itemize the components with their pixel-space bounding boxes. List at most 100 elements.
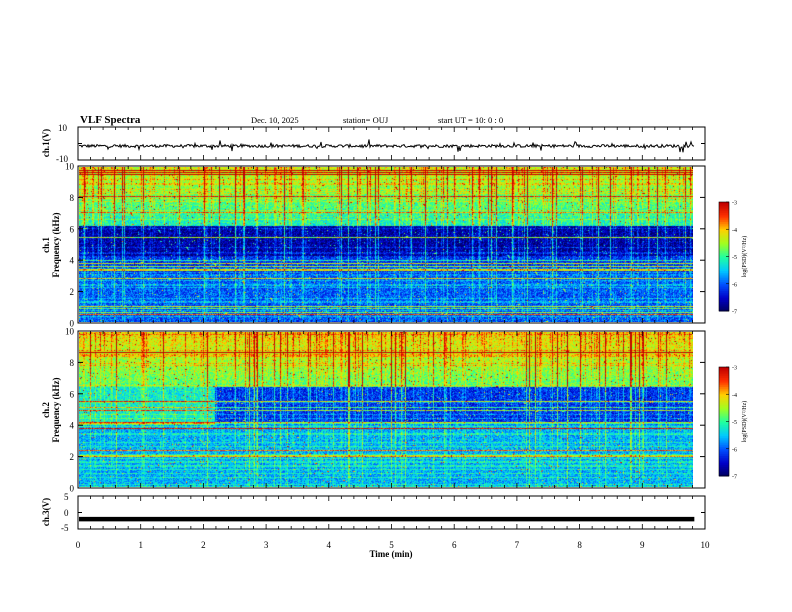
ch1-ylabel: ch.1(V) [41,129,51,157]
ch2-spectro-ylabel-channel: ch.2 [41,402,51,418]
colorbar-swatch [719,368,729,372]
freq-tick-label: 2 [70,287,75,297]
colorbar-swatch [719,283,729,287]
colorbar-swatch [719,261,729,265]
x-tick-label: 8 [577,540,582,550]
colorbar-swatch [719,205,729,208]
ch1-ytick-top: 10 [58,123,68,133]
colorbar-swatch [719,258,729,261]
colorbar-swatch [719,383,729,386]
colorbar-swatch [719,388,729,392]
colorbar-swatch [719,367,729,370]
ch1-spectrogram-image [79,167,693,322]
ch2-spectrogram-image [79,332,693,487]
colorbar-swatch [719,445,729,448]
colorbar-swatch [719,227,729,230]
ch3-ytick-middle: 0 [64,508,69,518]
colorbar-tick-label: -5 [732,420,737,426]
time-axis-ticks: 0 1 2 3 4 5 6 7 8 9 10 [76,127,710,550]
colorbar-swatch [719,456,729,459]
colorbar-swatch [719,448,729,452]
colorbar-tick-label: -4 [732,228,737,234]
ch2-colorbar: -3 -4 -5 -6 -7 log(PSD)(V²/Hz) [718,366,748,481]
colorbar-tick-label: -3 [732,366,737,372]
colorbar-swatch [719,450,729,453]
x-tick-label: 10 [701,540,711,550]
colorbar-swatch [719,474,729,477]
x-tick-label: 3 [264,540,269,550]
freq-tick-label: 4 [70,421,75,431]
colorbar-tick-label: -3 [732,201,737,207]
colorbar-swatch [719,249,729,252]
colorbar-swatch [719,265,729,268]
colorbar-swatch [719,245,729,248]
colorbar-swatch [719,390,729,393]
x-tick-label: 0 [76,540,81,550]
colorbar-swatch [719,386,729,390]
ch1-waveform-panel: 10 -10 ch.1(V) [41,123,706,164]
colorbar-swatch [719,405,729,408]
ch2-spectro-yticks: 0 2 4 6 8 10 [65,327,705,494]
colorbar-swatch [719,280,729,283]
colorbar-swatch [719,432,729,435]
figure-start-time: start UT = 10: 0 : 0 [438,115,503,125]
colorbar-swatch [719,207,729,210]
colorbar-swatch [719,212,729,216]
colorbar-swatch [719,397,729,401]
colorbar-swatch [719,437,729,441]
colorbar-swatch [719,281,729,285]
colorbar-swatch [719,218,729,221]
colorbar-swatch [719,241,729,245]
x-axis-label: Time (min) [369,549,412,559]
colorbar-swatch [719,417,729,421]
colorbar-swatch [719,414,729,417]
colorbar-tick-label: -7 [732,310,737,316]
colorbar-swatch [719,454,729,457]
ch3-ylabel: ch.3(V) [41,498,51,526]
colorbar-swatch [719,307,729,310]
colorbar-swatch [719,220,729,223]
colorbar-swatch [719,394,729,397]
ch2-spectro-ylabel-frequency: Frequency (kHz) [51,377,61,442]
colorbar-swatch [719,423,729,426]
colorbar-swatch [719,267,729,270]
colorbar-swatch [719,396,729,399]
colorbar-swatch [719,278,729,281]
colorbar-swatch [719,229,729,232]
colorbar-swatch [719,406,729,410]
colorbar-swatch [719,287,729,290]
colorbar-swatch [719,240,729,243]
colorbar-swatch [719,408,729,412]
colorbar-swatch [719,461,729,464]
colorbar-swatch [719,372,729,375]
colorbar-swatch [719,209,729,212]
colorbar-swatch [719,216,729,219]
colorbar-swatch [719,446,729,450]
colorbar-swatch [719,436,729,439]
x-tick-label: 7 [515,540,520,550]
freq-tick-label: 6 [70,224,75,234]
colorbar-swatch [719,301,729,305]
colorbar-swatch [719,410,729,413]
colorbar-swatch [719,269,729,272]
colorbar-swatch [719,465,729,468]
colorbar-tick-label: -6 [732,447,737,453]
ch2-spectrogram-panel: ch.2 Frequency (kHz) 0 2 4 6 8 10 -3 -4 -5 -6 -7 l… [41,327,748,494]
colorbar-swatch [719,470,729,473]
x-tick-label: 4 [327,540,332,550]
colorbar-swatch [719,421,729,424]
ch1-colorbar: -3 -4 -5 -6 -7 log(PSD)(V²/Hz) [718,201,748,316]
colorbar-swatch [719,305,729,308]
colorbar-swatch [719,377,729,381]
freq-tick-label: 0 [70,319,75,329]
colorbar-swatch [719,426,729,430]
colorbar-swatch [719,416,729,419]
freq-tick-label: 8 [70,193,75,203]
colorbar-swatch [719,309,729,312]
ch3-panel: 5 0 -5 ch.3(V) [41,492,706,533]
ch3-ytick-top: 5 [64,492,69,502]
x-tick-label: 2 [201,540,206,550]
colorbar-swatch [719,223,729,227]
colorbar-swatch [719,254,729,257]
colorbar-swatch [719,221,729,225]
